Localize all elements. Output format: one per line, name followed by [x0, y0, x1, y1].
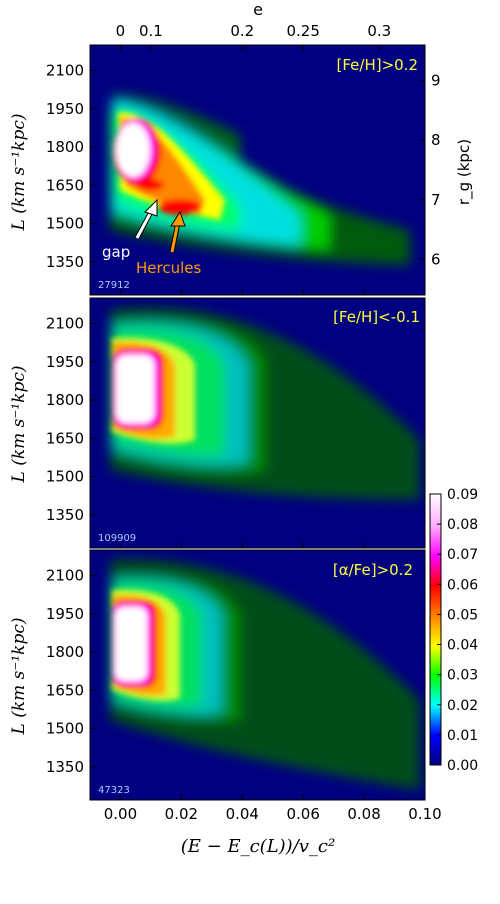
- panel-top-density: [110, 94, 410, 265]
- colorbar: 0.09 0.08 0.07 0.06 0.05 0.04 0.03 0.02 0.01 0.00: [429, 487, 478, 774]
- right-axis-title: r_g (kpc): [455, 139, 474, 205]
- y-tick-label: 1800: [46, 138, 84, 156]
- panel-top: [Fe/H]>0.2 27912 gap Hercules: [89, 44, 426, 296]
- hercules-arrow: [169, 210, 186, 253]
- right-tick-label: 6: [431, 250, 441, 268]
- gap-arrow: [134, 198, 158, 240]
- y-tick-label: 2100: [46, 567, 84, 585]
- y-tick-label: 1950: [46, 100, 84, 118]
- panel-bottom-density: [110, 559, 420, 790]
- y-tick-label: 1950: [46, 353, 84, 371]
- panel-middle-label: [Fe/H]<-0.1: [333, 308, 420, 326]
- panel-middle-frame: [89, 297, 426, 549]
- right-tick-label: 8: [431, 131, 441, 149]
- x-tick-label: 0.04: [226, 805, 259, 823]
- colorbar-ticks: 0.09 0.08 0.07 0.06 0.05 0.04 0.03 0.02 0.01 0.00: [437, 487, 478, 774]
- x-tick-label: 0.02: [165, 805, 198, 823]
- colorbar-tick-label: 0.04: [447, 638, 478, 654]
- panel-bottom: [α/Fe]>0.2 47323: [89, 549, 426, 801]
- panel-bottom-frame: [89, 549, 426, 801]
- x-tick-label: 0.08: [347, 805, 380, 823]
- y-tick-label: 2100: [46, 315, 84, 333]
- gap-annotation: gap: [102, 243, 130, 261]
- y-tick-label: 1350: [46, 253, 84, 271]
- y-tick-label: 1350: [46, 506, 84, 524]
- y-tick-label: 1800: [46, 643, 84, 661]
- y-tick-label: 1500: [46, 215, 84, 233]
- x-axis-title: (E − E_c(L))/v_c²: [181, 836, 335, 857]
- colorbar-tick-label: 0.07: [447, 547, 478, 563]
- top-tick-label: 0.2: [230, 22, 254, 40]
- y-tick-label: 1500: [46, 720, 84, 738]
- top-tick-label: 0.3: [367, 22, 391, 40]
- panel-top-label: [Fe/H]>0.2: [337, 56, 419, 74]
- colorbar-tick-label: 0.05: [447, 607, 478, 623]
- colorbar-tick-label: 0.02: [447, 698, 478, 714]
- colorbar-tick-label: 0.00: [447, 758, 478, 774]
- panel-bottom-label: [α/Fe]>0.2: [333, 561, 413, 579]
- y-tick-label: 1950: [46, 605, 84, 623]
- y-tick-label: 1500: [46, 468, 84, 486]
- y-axis-title-top: L (km s⁻¹kpc): [9, 114, 29, 232]
- x-tick-label: 0.00: [104, 805, 137, 823]
- panel-bottom-count: 47323: [98, 785, 130, 796]
- panel-middle-count: 109909: [98, 533, 136, 544]
- y-tick-label: 1650: [46, 681, 84, 699]
- colorbar-tick-label: 0.01: [447, 728, 478, 744]
- y-tick-label: 1650: [46, 176, 84, 194]
- hercules-annotation: Hercules: [136, 259, 201, 277]
- colorbar-tick-label: 0.08: [447, 517, 478, 533]
- panel-middle: [Fe/H]<-0.1 109909: [89, 297, 426, 549]
- y-tick-label: 1350: [46, 758, 84, 776]
- y-axis-title-bottom: L (km s⁻¹kpc): [9, 618, 29, 736]
- y-tick-label: 1650: [46, 429, 84, 447]
- panel-top-frame: [89, 44, 426, 296]
- colorbar-tick-label: 0.06: [447, 577, 478, 593]
- right-tick-label: 9: [431, 72, 441, 90]
- y-axis-title-middle: L (km s⁻¹kpc): [9, 366, 29, 484]
- y-tick-label: 2100: [46, 62, 84, 80]
- right-tick-label: 7: [431, 191, 441, 209]
- colorbar-tick-label: 0.09: [447, 487, 478, 503]
- panel-middle-density: [110, 307, 420, 500]
- y-tick-label: 1800: [46, 391, 84, 409]
- x-tick-label: 0.10: [408, 805, 441, 823]
- colorbar-tick-label: 0.03: [447, 668, 478, 684]
- colorbar-gradient: [429, 493, 442, 766]
- axes: 2100 1950 1800 1650 1500 1350 0 0.1 0.2 0.25 0.3 9 8…: [46, 22, 442, 823]
- top-tick-label: 0.1: [139, 22, 163, 40]
- x-tick-label: 0.06: [286, 805, 319, 823]
- top-tick-label: 0.25: [286, 22, 319, 40]
- top-axis-title: e: [253, 0, 263, 19]
- panel-top-count: 27912: [98, 280, 130, 291]
- top-tick-label: 0: [116, 22, 126, 40]
